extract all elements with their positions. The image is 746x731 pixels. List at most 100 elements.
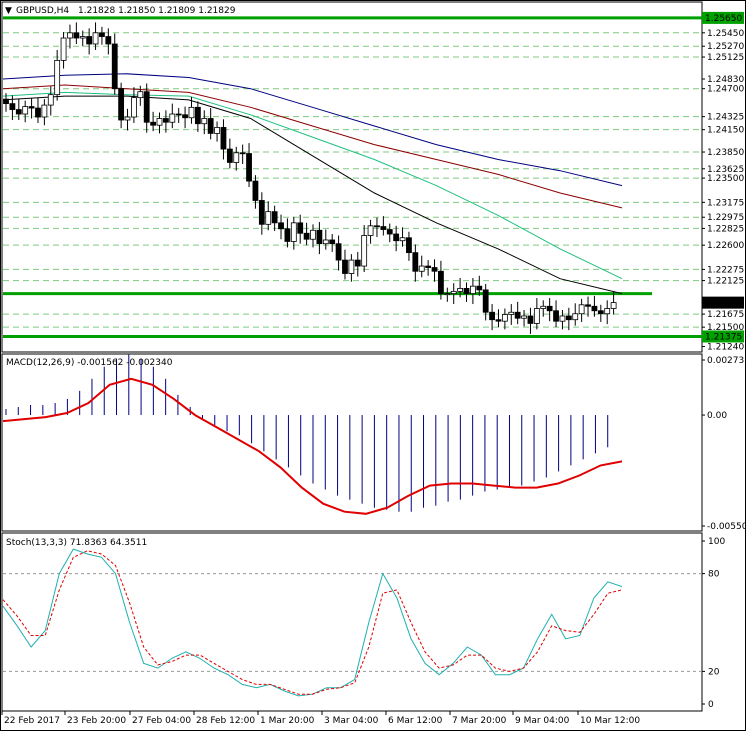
stoch-tick-0: 100 [708, 537, 725, 547]
ohlc-readout: 1.21828 1.21850 1.21809 1.21829 [78, 6, 236, 16]
ma-line-0 [2, 73, 623, 187]
candle-body-16 [105, 36, 112, 45]
macd-tick-2: -0.005508 [707, 522, 746, 532]
time-label-9: 10 Mar 12:00 [580, 716, 640, 726]
macd-histogram [5, 354, 609, 512]
price-tag-bg-17 [702, 296, 744, 309]
price-panel-border [1, 1, 703, 353]
candle-body-58 [374, 225, 380, 228]
candle-body-87 [559, 315, 566, 322]
candle-body-11 [73, 32, 80, 39]
price-tick-19: 1.21500 [707, 323, 744, 333]
time-label-6: 6 Mar 12:00 [388, 716, 443, 726]
price-tick-13: 1.22825 [707, 224, 744, 234]
price-tick-21: 1.21240 [707, 343, 744, 353]
candle-body-22 [143, 91, 150, 123]
candle-body-5 [35, 107, 41, 118]
candle-body-8 [54, 59, 61, 96]
candle-body-24 [156, 118, 163, 126]
candle-body-32 [207, 118, 214, 134]
candle-body-18 [118, 88, 125, 121]
candle-body-37 [239, 152, 246, 155]
candle-body-52 [335, 243, 342, 261]
candle-body-69 [444, 293, 451, 296]
candle-body-55 [354, 259, 361, 267]
candle-body-39 [252, 180, 259, 201]
stoch-tick-1: 80 [708, 570, 720, 580]
candle-body-2 [15, 109, 22, 115]
candle-body-51 [329, 239, 336, 245]
candle-body-9 [60, 37, 67, 61]
stoch-lines [2, 548, 623, 697]
price-tick-7: 1.24150 [707, 126, 744, 136]
candle-body-48 [310, 229, 316, 240]
time-label-3: 28 Feb 12:00 [196, 716, 255, 726]
candle-body-26 [169, 113, 176, 123]
candle-body-35 [226, 148, 233, 163]
price-tick-4: 1.24830 [707, 75, 744, 85]
candle-body-63 [406, 237, 412, 254]
candle-body-28 [182, 114, 188, 119]
stoch-title: Stoch(13,3,3) 71.8363 64.3511 [6, 538, 147, 548]
candle-body-88 [565, 315, 572, 321]
candle-body-4 [28, 106, 35, 109]
symbol-dropdown-icon[interactable]: ▼ [5, 6, 12, 16]
candle-body-12 [79, 36, 86, 39]
macd-tick-0: 0.002733 [707, 356, 746, 366]
candle-body-30 [194, 106, 201, 125]
candle-body-62 [399, 237, 406, 242]
price-tick-17: 1.21829 [705, 299, 742, 309]
candle-body-84 [540, 305, 547, 309]
macd-tick-1: 0.00 [707, 411, 727, 421]
price-tick-2: 1.25270 [707, 42, 744, 52]
candle-body-43 [278, 222, 284, 230]
macd-signal-path [2, 377, 623, 515]
candle-body-14 [92, 32, 99, 45]
candles [3, 22, 617, 334]
price-tick-11: 1.23175 [707, 198, 744, 208]
candle-body-78 [501, 314, 508, 322]
candle-body-44 [284, 228, 291, 242]
candle-body-23 [150, 121, 157, 126]
candle-body-68 [438, 270, 444, 295]
ma-line-3 [2, 95, 623, 295]
price-tick-6: 1.24325 [707, 113, 744, 123]
candle-body-13 [86, 36, 93, 45]
candle-body-38 [246, 153, 252, 182]
candle-body-93 [597, 310, 604, 315]
time-label-7: 7 Mar 20:00 [452, 716, 507, 726]
candle-body-40 [258, 200, 265, 225]
price-tick-20: 1.21375 [705, 332, 742, 342]
candle-body-86 [553, 310, 559, 322]
candle-body-75 [482, 289, 489, 313]
price-tick-10: 1.23500 [707, 174, 744, 184]
candle-body-17 [111, 43, 118, 90]
candle-body-15 [99, 32, 105, 37]
candle-body-47 [303, 232, 310, 240]
time-label-5: 3 Mar 04:00 [324, 716, 379, 726]
candle-body-89 [572, 313, 579, 321]
candle-body-65 [418, 265, 425, 272]
candle-body-66 [425, 265, 432, 268]
time-label-2: 27 Feb 04:00 [132, 716, 191, 726]
stoch-tick-3: 0 [708, 700, 714, 710]
candle-body-19 [124, 116, 131, 121]
candle-body-95 [610, 302, 617, 309]
price-tick-8: 1.23850 [707, 148, 744, 158]
candle-body-6 [41, 104, 48, 118]
price-tag-bg-20 [702, 330, 744, 343]
candle-body-31 [201, 118, 208, 125]
candle-body-61 [393, 233, 400, 242]
price-tick-3: 1.25125 [707, 53, 744, 63]
stoch-axis: 100 80 20 0 [702, 537, 725, 710]
time-label-4: 1 Mar 20:00 [260, 716, 315, 726]
candle-body-74 [476, 285, 483, 291]
price-levels [3, 16, 702, 338]
candle-body-49 [316, 229, 323, 245]
candle-body-29 [188, 106, 195, 119]
candle-body-79 [508, 311, 515, 315]
candle-body-80 [514, 311, 521, 319]
candle-body-94 [604, 308, 611, 315]
